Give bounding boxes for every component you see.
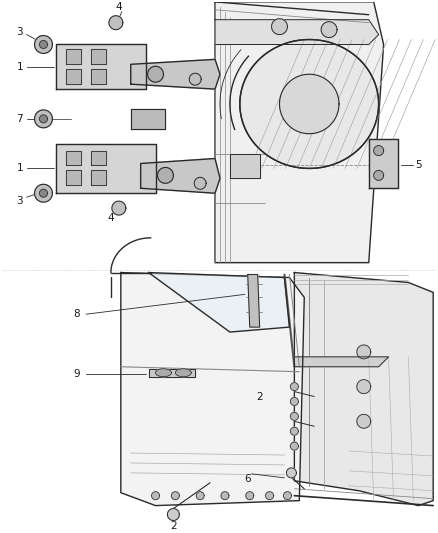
Polygon shape	[155, 369, 171, 377]
Polygon shape	[357, 379, 371, 393]
Text: 3: 3	[16, 196, 23, 206]
Polygon shape	[121, 272, 304, 506]
Polygon shape	[167, 508, 179, 520]
Polygon shape	[286, 468, 297, 478]
Polygon shape	[66, 151, 81, 165]
Polygon shape	[189, 73, 201, 85]
Polygon shape	[148, 369, 195, 377]
Polygon shape	[131, 109, 166, 129]
Polygon shape	[294, 272, 433, 506]
Polygon shape	[279, 74, 339, 134]
Polygon shape	[194, 177, 206, 189]
Polygon shape	[290, 383, 298, 391]
Polygon shape	[248, 274, 260, 327]
Polygon shape	[215, 2, 384, 263]
Polygon shape	[272, 19, 287, 35]
Polygon shape	[148, 66, 163, 82]
Polygon shape	[246, 492, 254, 499]
Polygon shape	[131, 59, 220, 89]
Polygon shape	[66, 50, 81, 64]
Polygon shape	[290, 413, 298, 421]
Polygon shape	[39, 189, 47, 197]
Polygon shape	[39, 41, 47, 49]
Text: 2: 2	[256, 392, 263, 401]
Polygon shape	[148, 272, 290, 332]
Text: 3: 3	[16, 27, 23, 37]
Text: 2: 2	[170, 521, 177, 531]
Polygon shape	[215, 20, 379, 44]
Polygon shape	[91, 171, 106, 185]
Polygon shape	[240, 39, 379, 168]
Polygon shape	[91, 50, 106, 64]
Polygon shape	[196, 492, 204, 499]
Polygon shape	[152, 492, 159, 499]
Polygon shape	[171, 492, 179, 499]
Polygon shape	[35, 36, 53, 53]
Text: 9: 9	[73, 369, 80, 379]
Polygon shape	[230, 154, 260, 179]
Polygon shape	[221, 492, 229, 499]
Text: 6: 6	[244, 474, 251, 484]
Polygon shape	[290, 442, 298, 450]
Polygon shape	[321, 22, 337, 37]
Polygon shape	[175, 369, 191, 377]
Polygon shape	[158, 167, 173, 183]
Polygon shape	[294, 357, 389, 367]
Polygon shape	[35, 110, 53, 128]
Text: 7: 7	[16, 114, 23, 124]
Polygon shape	[374, 171, 384, 180]
Polygon shape	[290, 398, 298, 406]
Text: 4: 4	[116, 2, 122, 12]
Polygon shape	[57, 144, 155, 193]
Polygon shape	[369, 139, 399, 188]
Polygon shape	[112, 201, 126, 215]
Polygon shape	[57, 44, 145, 89]
Polygon shape	[290, 427, 298, 435]
Polygon shape	[109, 16, 123, 30]
Polygon shape	[357, 414, 371, 428]
Polygon shape	[35, 184, 53, 202]
Polygon shape	[357, 345, 371, 359]
Text: 1: 1	[16, 164, 23, 173]
Polygon shape	[66, 69, 81, 84]
Polygon shape	[141, 158, 220, 193]
Polygon shape	[265, 492, 274, 499]
Polygon shape	[66, 171, 81, 185]
Text: 4: 4	[108, 213, 114, 223]
Polygon shape	[91, 151, 106, 165]
Polygon shape	[374, 146, 384, 156]
Polygon shape	[39, 115, 47, 123]
Polygon shape	[283, 492, 291, 499]
Text: 1: 1	[16, 62, 23, 72]
Polygon shape	[91, 69, 106, 84]
Text: 5: 5	[415, 160, 422, 171]
Text: 8: 8	[73, 309, 80, 319]
